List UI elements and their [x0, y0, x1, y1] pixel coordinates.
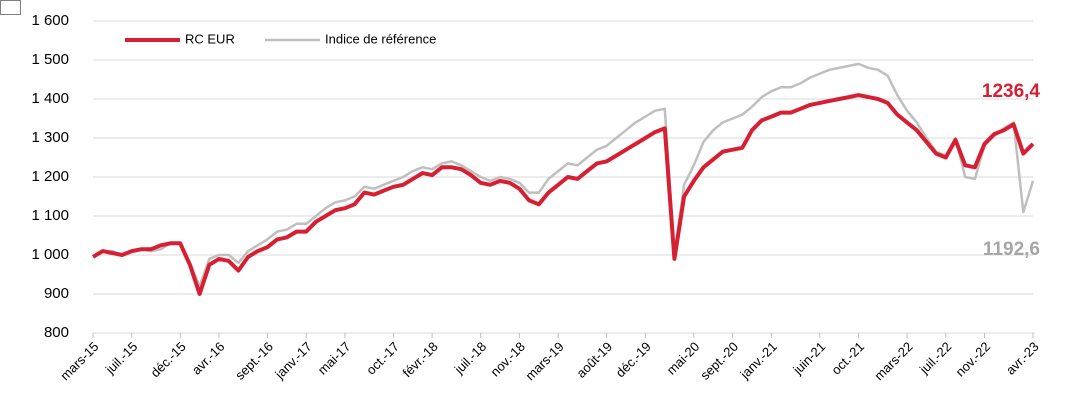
annotation: 1236,4: [982, 81, 1041, 102]
x-tick-label: sept.-16: [232, 339, 276, 383]
x-tick-label: mars-19: [522, 339, 566, 383]
y-tick-label: 1 600: [31, 12, 69, 29]
x-tick-label: déc.-15: [147, 339, 188, 380]
x-tick-label: mars-15: [57, 339, 101, 383]
y-tick-label: 1 200: [31, 168, 69, 185]
x-tick-label: janv.-17: [271, 339, 314, 382]
x-tick-label: sept.-20: [697, 339, 741, 383]
x-tick-label: juin-21: [789, 339, 828, 378]
x-tick-label: juil.-18: [451, 339, 489, 377]
annotation: 1192,6: [983, 239, 1040, 260]
x-tick-label: oct.-17: [363, 339, 402, 378]
x-tick-label: févr.-18: [399, 339, 440, 380]
legend-label: RC EUR: [185, 31, 235, 46]
x-tick-label: mai-17: [315, 339, 354, 378]
y-tick-label: 1 300: [31, 129, 69, 146]
x-tick-label: janv.-21: [737, 339, 780, 382]
series-line: [92, 62, 1035, 288]
series-line: [91, 93, 1035, 296]
y-tick-label: 800: [44, 324, 69, 341]
y-tick-label: 1 500: [31, 51, 69, 68]
x-tick-label: nov.-22: [953, 339, 994, 380]
x-tick-label: déc.-19: [613, 339, 654, 380]
y-tick-label: 1 400: [31, 90, 69, 107]
x-tick-label: oct.-21: [828, 339, 867, 378]
x-tick-label: mars-22: [871, 339, 915, 383]
x-tick-label: juil.-15: [102, 339, 140, 377]
x-tick-label: avr.-16: [189, 339, 228, 378]
x-tick-label: juil.-22: [916, 339, 954, 377]
x-tick-label: août-19: [573, 339, 615, 381]
legend-label: Indice de référence: [325, 31, 436, 46]
y-tick-label: 900: [44, 285, 69, 302]
corner-box: [0, 0, 21, 15]
y-tick-label: 1 000: [31, 246, 69, 263]
y-tick-label: 1 100: [31, 207, 69, 224]
x-tick-label: avr.-23: [1003, 339, 1042, 378]
